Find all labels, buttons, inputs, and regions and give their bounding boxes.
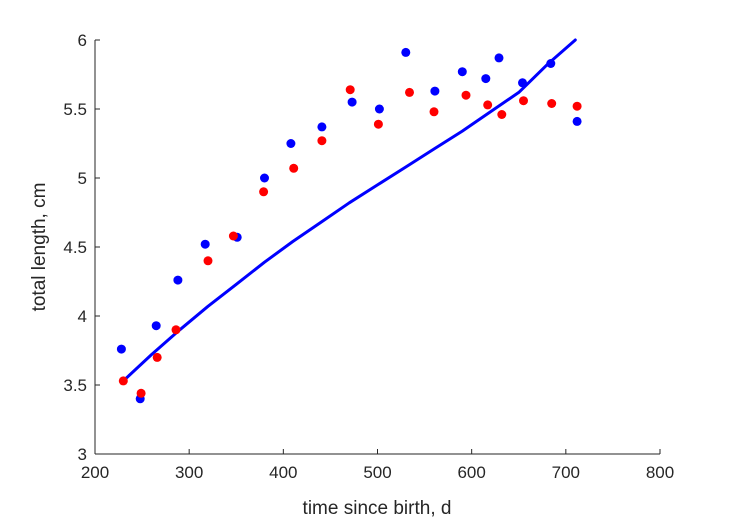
red-data-point [289,163,299,173]
blue-data-point [572,116,582,126]
red-data-point [228,231,238,241]
blue-data-point [494,53,504,63]
x-tick-label: 400 [269,463,297,482]
y-axis-label: total length, cm [29,183,50,312]
red-data-point [118,376,128,386]
red-data-point [152,352,162,362]
red-data-point [345,85,355,95]
blue-data-point [116,344,126,354]
x-tick-label: 300 [175,463,203,482]
red-data-point [405,87,414,97]
red-data-point [171,325,181,335]
y-tick-label: 5.5 [63,100,87,119]
x-tick-label: 600 [457,463,485,482]
y-tick-label: 5 [78,169,87,188]
red-data-point [136,388,146,398]
fit-curve [121,38,577,383]
red-data-point [259,187,269,197]
x-tick-label: 700 [552,463,580,482]
x-axis-label: time since birth, d [303,498,452,519]
red-data-point [461,90,471,100]
blue-data-point [260,173,269,183]
red-data-point [497,110,507,119]
x-tick-label: 500 [363,463,391,482]
fitted-curves [121,38,577,383]
blue-data-point [457,67,467,77]
blue-data-point [286,139,296,148]
red-data-point [373,119,383,129]
blue-data-point [430,86,440,96]
x-tick-label: 800 [646,463,674,482]
blue-data-point [546,59,556,68]
blue-data-point [173,275,183,285]
blue-data-point [200,239,210,249]
blue-data-point [347,97,357,107]
red-data-point [203,256,213,266]
red-data-point [547,99,557,108]
blue-data-point [374,104,384,114]
red-data-point [572,101,582,111]
y-tick-label: 6 [78,31,87,50]
red-data-point [429,107,439,117]
red-data-point [519,96,528,106]
red-data-point [317,136,327,146]
blue-data-point [518,78,527,88]
data-points [116,47,582,404]
ticks: 200 300 400 500 600 700 800 3 3.5 4 4.5 5 5.5 6 [63,31,674,482]
blue-data-point [151,321,161,331]
y-tick-label: 3 [78,445,87,464]
x-tick-label: 200 [81,463,109,482]
red-data-point [483,100,493,110]
y-tick-label: 4.5 [63,238,87,257]
y-tick-label: 4 [78,307,87,326]
blue-data-point [401,47,411,57]
y-tick-label: 3.5 [63,376,87,395]
blue-data-point [481,74,491,84]
blue-data-point [317,122,327,132]
